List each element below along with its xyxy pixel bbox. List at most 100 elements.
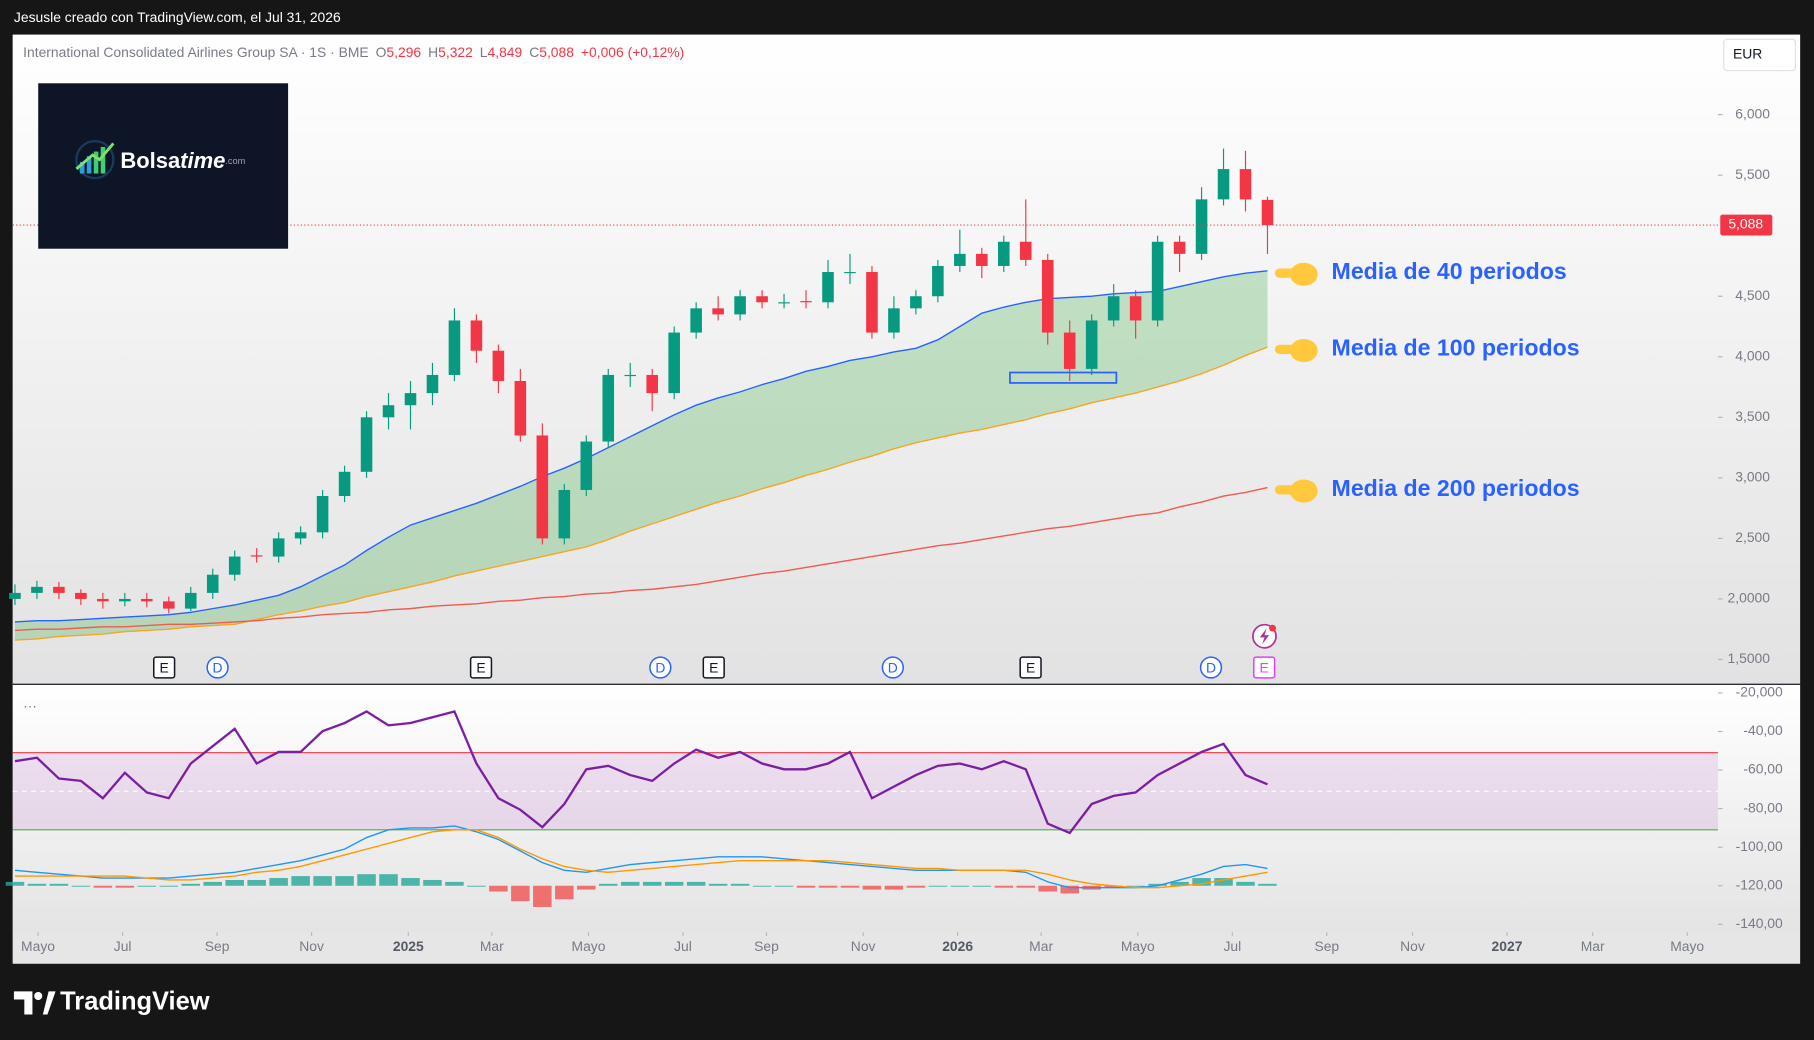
candle-body [97,598,109,602]
candle-body [9,592,21,599]
candle-body [1085,320,1098,369]
x-tick-label: 2027 [1492,938,1523,954]
x-tick-label: 2026 [942,938,973,954]
histogram-bar [928,885,948,887]
histogram-bar [950,885,970,887]
event-marker [469,656,493,679]
event-label: E [160,659,169,675]
tradingview-icon [13,991,56,1015]
flash-icon [1252,623,1277,649]
candle-body [646,374,658,394]
candle-body [888,308,900,333]
y-tick-label: 1,5000 [1728,650,1771,666]
ohlc-value: 5,322 [438,44,473,60]
logo-part: Bolsa [120,148,181,173]
candle-body [272,538,285,557]
indicator-pane [12,684,1801,933]
candle-body [1019,241,1032,260]
candle-body [250,555,263,557]
histogram-bar [115,885,135,888]
event-label: E [1260,659,1269,675]
candle-body [1173,241,1186,254]
y-tick-label: -80,00 [1743,799,1783,815]
event-label: D [213,659,223,675]
y-tick-label: 3,000 [1735,469,1770,485]
x-tick-label: Sep [754,938,779,954]
histogram-bar [1104,885,1123,888]
candle-body [141,598,153,602]
indicator-line [14,825,1268,889]
candle-body [206,574,219,593]
ma-annotation: Media de 200 periodos [1332,475,1580,501]
y-tick-label: 2,0000 [1728,590,1771,606]
histogram-bar [291,876,310,886]
candle-body [1151,241,1164,321]
histogram-bar [5,881,25,886]
y-tick-label: -20,000 [1736,684,1783,700]
candle-body [910,296,922,309]
hand-palm [1289,338,1318,363]
event-label: D [1206,659,1216,675]
x-tick-label: Sep [1314,938,1339,954]
candle-body [492,350,505,381]
candle-body [668,332,680,394]
candle-body [426,374,439,394]
histogram-bar [620,881,640,886]
histogram-bar [1126,885,1145,887]
y-tick-label: -40,00 [1743,722,1783,738]
x-tick-label: Nov [851,938,876,954]
y-tick-label: 4,500 [1735,287,1770,303]
x-tick-label: Mar [1581,938,1605,954]
histogram-bar [269,878,288,886]
event-label: D [655,659,665,675]
currency[interactable]: EUR [1733,46,1762,62]
histogram-bar [93,885,113,888]
ohlc-key: C [529,44,539,60]
histogram-bar [423,879,442,886]
histogram-bar [1236,881,1255,886]
indicator-line [14,710,1268,835]
histogram-bar [27,883,47,886]
histogram-bar [159,885,179,887]
x-tick-label: Mar [480,938,504,954]
histogram-bar [49,883,69,886]
candle-body [514,380,527,436]
candle-body [119,598,131,602]
histogram-bar [1060,885,1079,894]
event-marker [206,656,229,679]
histogram-bar [401,878,420,886]
candle-body [778,302,790,304]
histogram-bar [599,883,618,886]
histogram-bar [818,885,838,888]
histogram-bar [708,883,728,886]
histogram-bar [511,885,530,902]
candle-body [1107,296,1120,321]
candle-body [602,374,615,442]
candle-body [756,296,768,303]
candle-body [932,265,944,297]
event-marker [649,656,672,679]
y-tick-label: -60,00 [1743,761,1783,777]
histogram-bar [1170,881,1189,886]
event-marker [152,656,176,679]
x-tick-label: Jul [1223,938,1241,954]
moving-average [14,486,1268,632]
currency-box[interactable] [1723,38,1797,72]
candle-body [1063,332,1076,369]
y-tick-label: 5,500 [1735,166,1770,182]
ohlc-value: 5,296 [386,44,421,60]
histogram-bar [1038,885,1057,892]
last-price-label: 5,088 [1728,216,1763,232]
candle-body [954,253,966,266]
histogram-bar [774,885,794,887]
histogram-bar [577,885,596,890]
last-price-tag [1720,214,1773,236]
symbol-title: International Consolidated Airlines Grou… [23,44,369,60]
event-label: D [888,659,898,675]
ma-annotation: Media de 100 periodos [1332,335,1580,361]
x-tick-label: Jul [674,938,692,954]
candle-body [1195,199,1208,254]
moving-average [14,270,1268,623]
histogram-bar [642,881,662,886]
x-tick-label: Nov [299,938,324,954]
